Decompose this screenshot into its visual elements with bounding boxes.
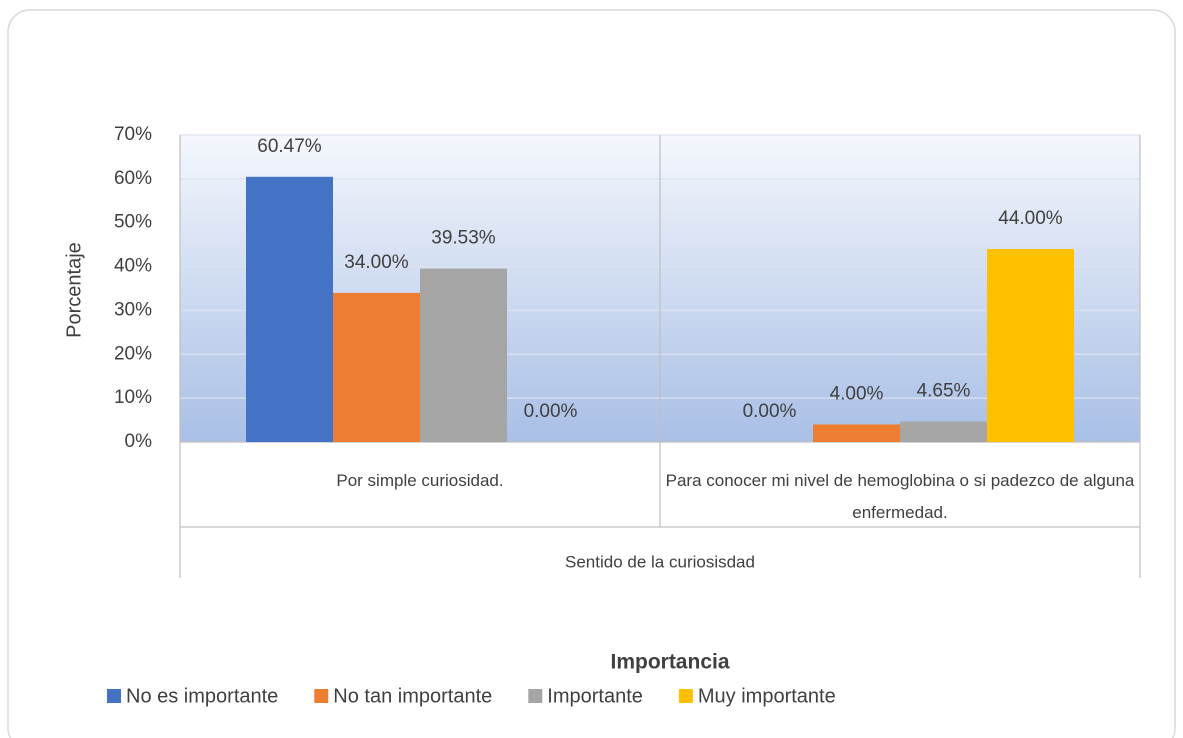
legend-label: Importante [547,685,643,707]
legend-swatch [528,689,543,703]
bar [987,249,1074,442]
legend-swatch [107,689,121,703]
legend-swatch [678,689,693,703]
y-tick-label: 30% [114,299,152,320]
data-label: 0.00% [743,401,797,422]
bar [420,268,507,442]
y-tick-label: 60% [114,168,152,189]
data-label: 4.00% [830,383,884,404]
y-tick-label: 70% [114,124,152,145]
legend-label: No tan importante [333,685,492,707]
data-label: 60.47% [257,136,322,157]
legend-swatch [314,689,329,703]
bar [900,421,987,442]
y-tick-label: 40% [114,256,152,277]
data-label: 4.65% [917,381,971,402]
y-tick-label: 0% [125,431,153,452]
y-axis-label: Porcentaje [63,242,85,338]
legend-label: Muy importante [698,685,836,707]
data-label: 34.00% [344,252,409,273]
y-tick-label: 50% [114,212,152,233]
data-label: 39.53% [431,228,496,249]
bar [246,176,333,443]
x-tick-label: Por simple curiosidad. [336,471,504,490]
x-group-label: Sentido de la curiosisdad [565,552,755,571]
x-tick-label: Para conocer mi nivel de hemoglobina o s… [665,471,1135,522]
legend-title: Importancia [610,651,729,674]
y-tick-label: 20% [114,343,152,364]
legend-label: No es importante [126,685,278,707]
bar [333,292,420,442]
y-tick-label: 10% [114,387,152,408]
data-label: 0.00% [524,401,578,422]
data-label: 44.00% [998,208,1063,229]
bar [813,424,900,442]
